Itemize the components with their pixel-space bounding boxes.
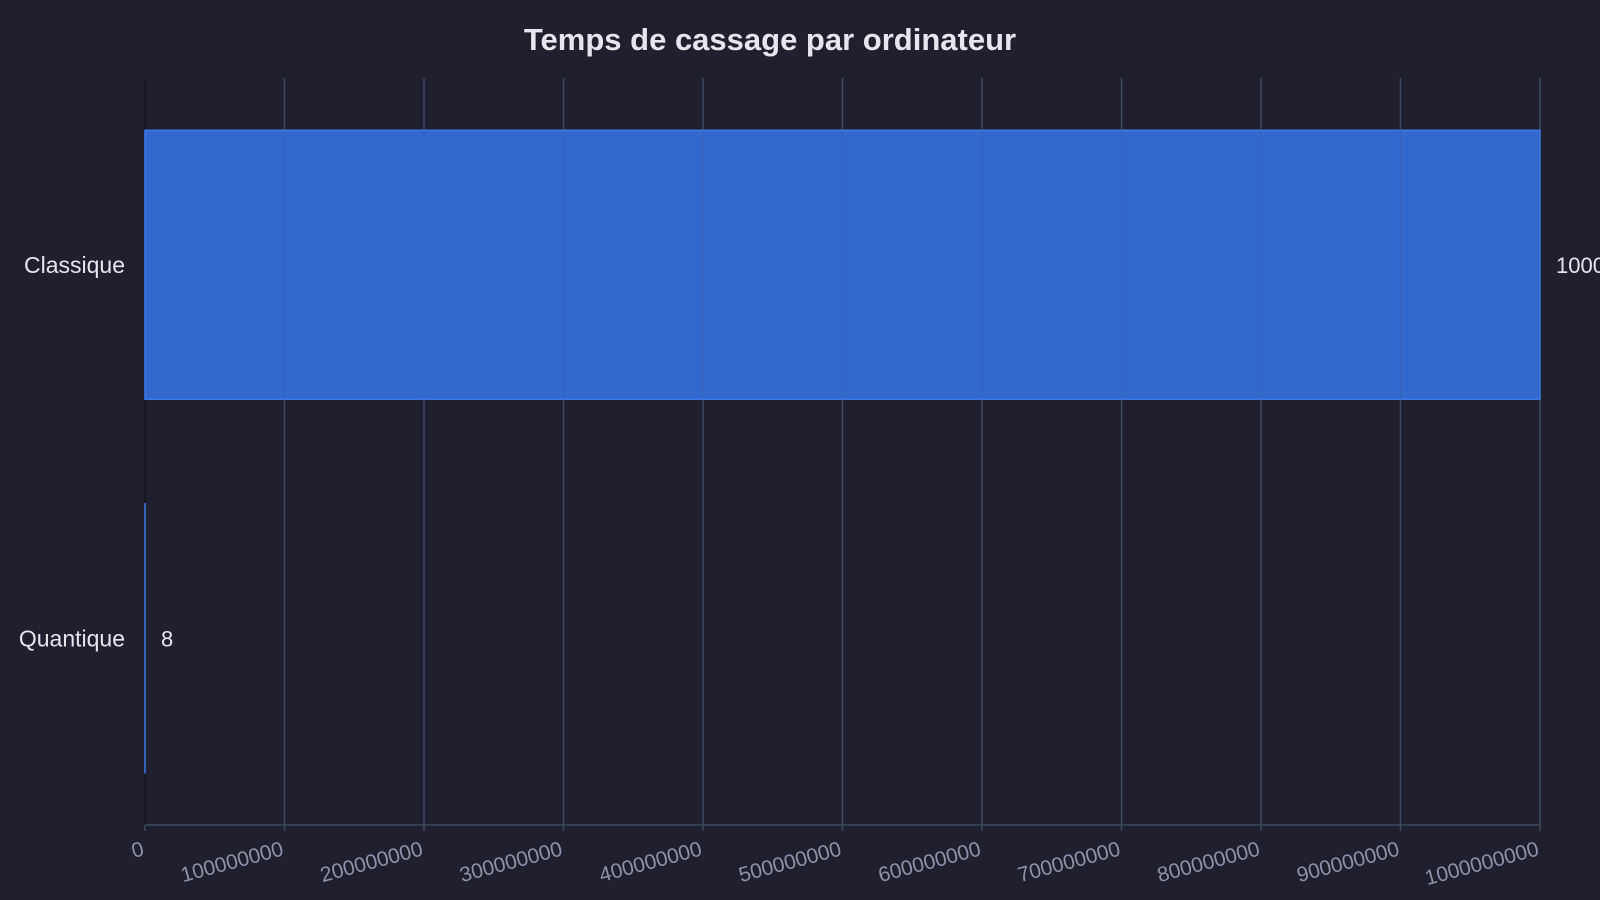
value-label-classique: 1000000000 xyxy=(1556,253,1600,278)
x-tick-label-0: 0 xyxy=(129,838,146,863)
value-label-quantique: 8 xyxy=(161,626,173,651)
category-label-quantique: Quantique xyxy=(19,625,125,651)
labels: Classique 1000000000 Quantique 8 xyxy=(19,252,1600,652)
bar-classique xyxy=(144,129,1541,400)
chart-title: Temps de cassage par ordinateur xyxy=(524,22,1016,57)
category-label-classique: Classique xyxy=(24,252,125,278)
bars xyxy=(144,78,1541,825)
